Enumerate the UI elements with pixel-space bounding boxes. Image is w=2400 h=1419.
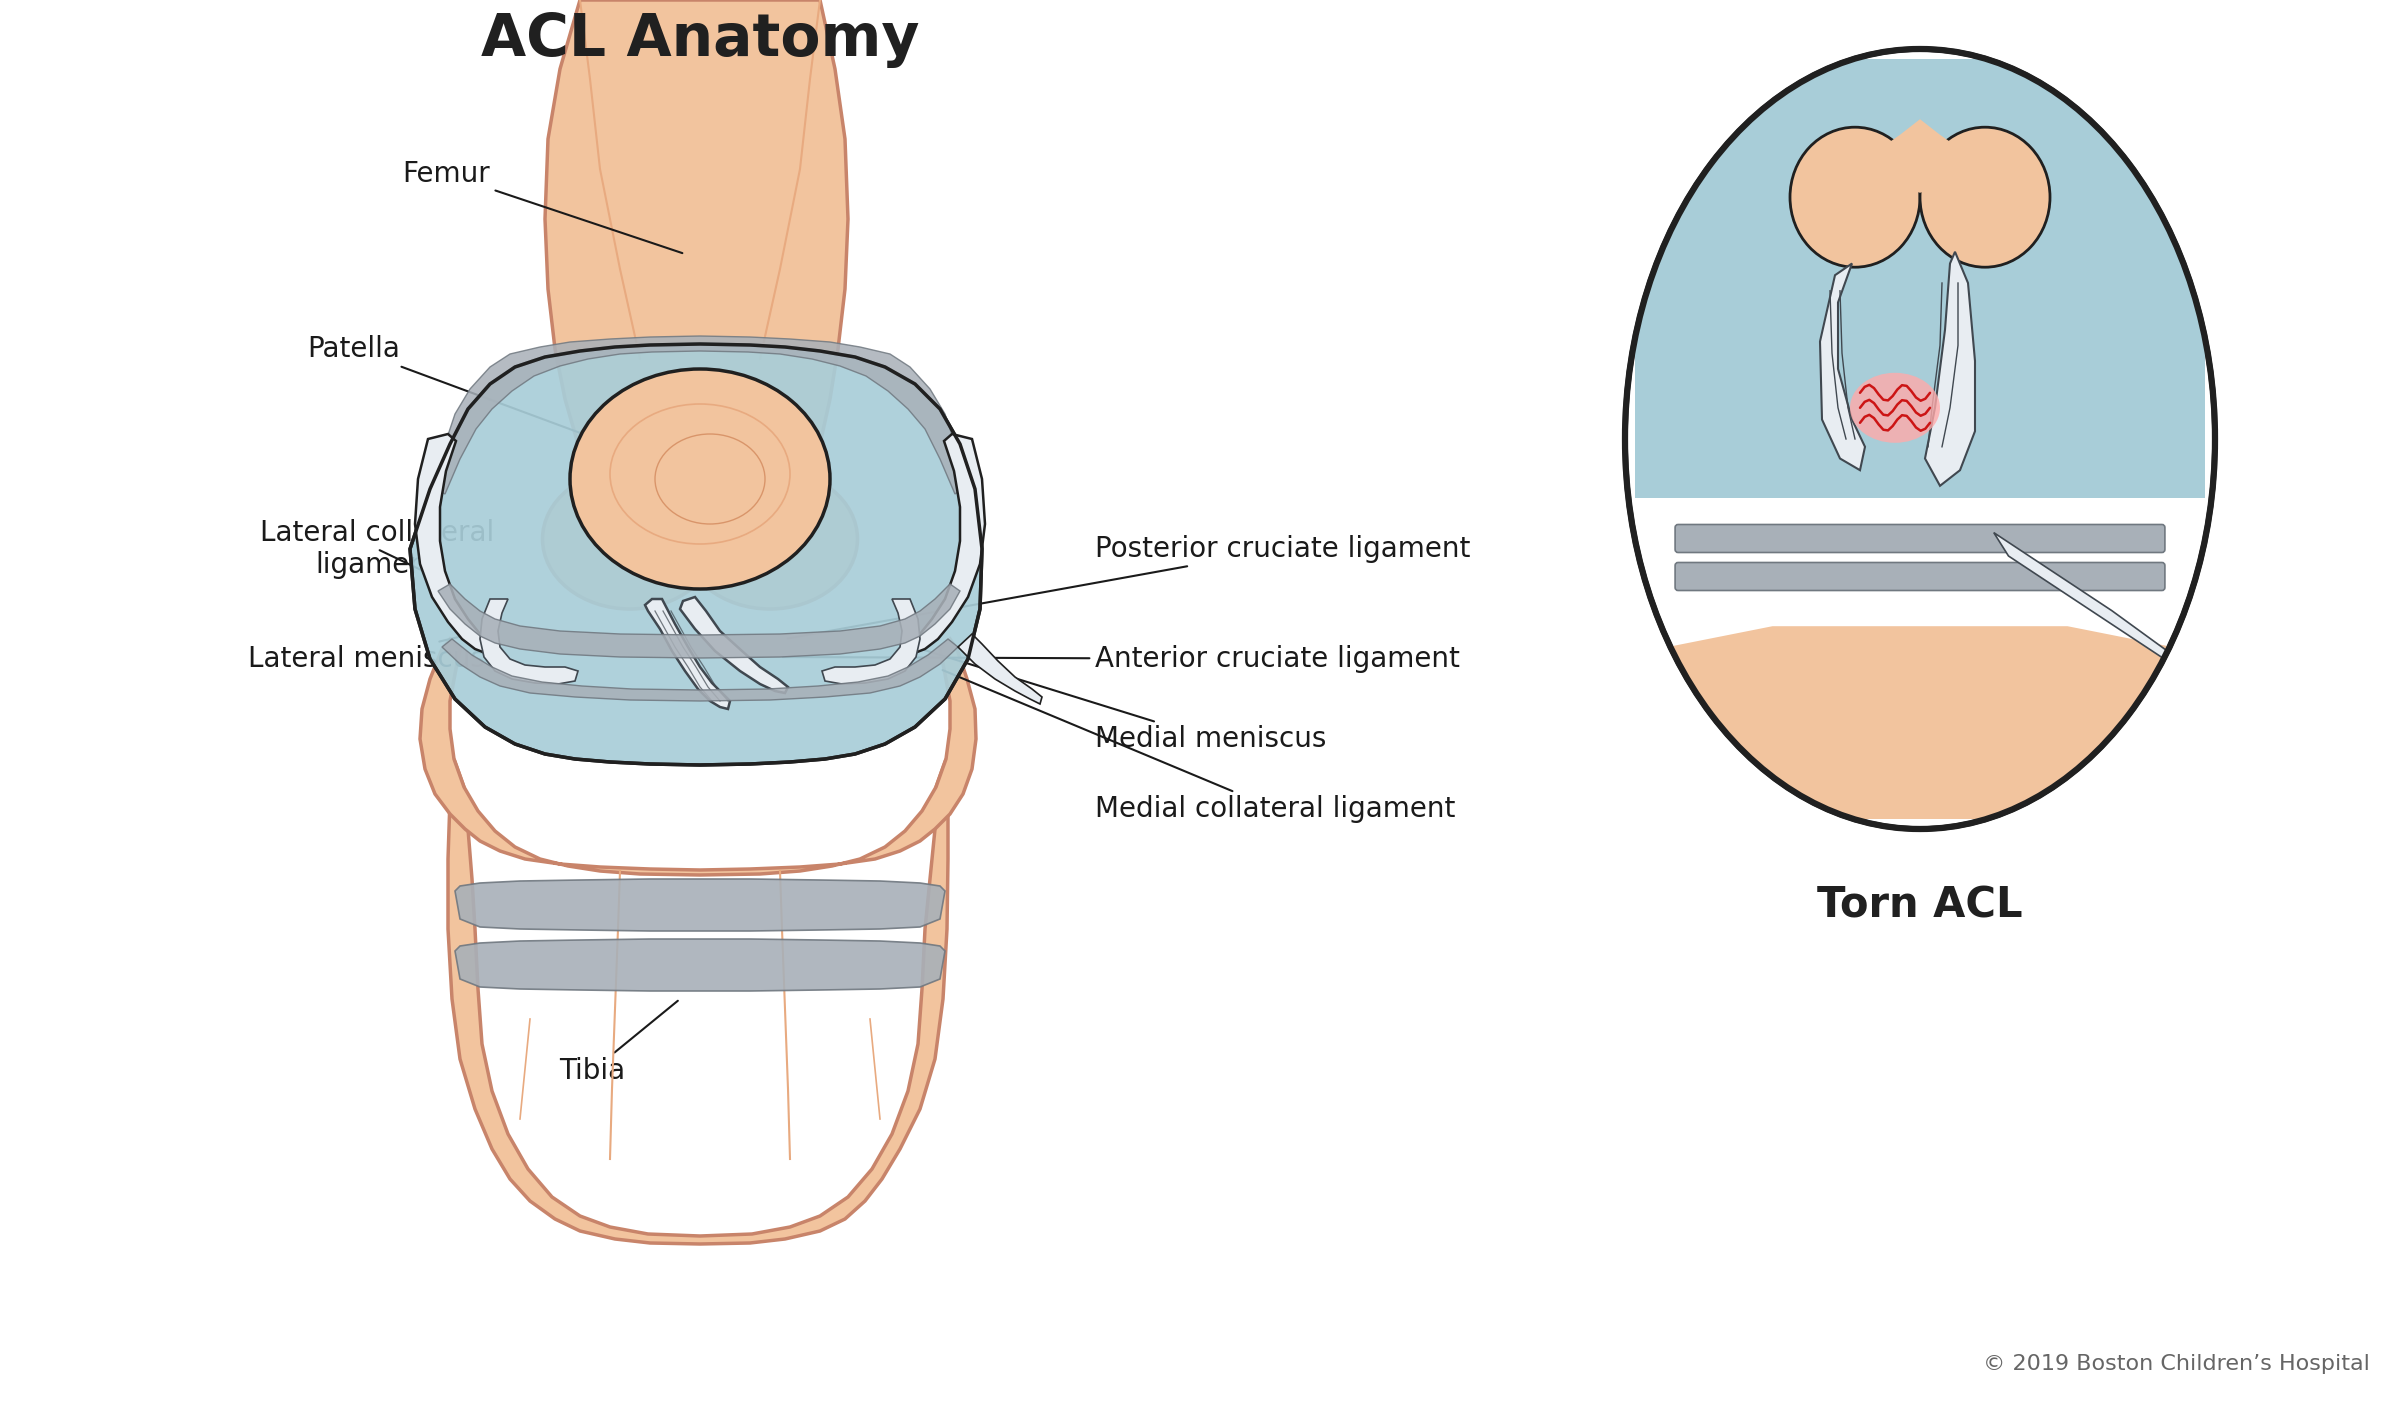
Text: © 2019 Boston Children’s Hospital: © 2019 Boston Children’s Hospital [1982, 1354, 2371, 1374]
Ellipse shape [1850, 373, 1939, 443]
Polygon shape [1634, 626, 2206, 819]
Polygon shape [415, 434, 490, 654]
Text: Patella: Patella [307, 335, 607, 443]
Text: Medial collateral ligament: Medial collateral ligament [943, 670, 1454, 823]
Polygon shape [449, 759, 948, 1244]
Polygon shape [821, 599, 919, 684]
FancyBboxPatch shape [1675, 562, 2165, 590]
Polygon shape [670, 521, 730, 561]
Polygon shape [410, 343, 982, 765]
Text: Femur: Femur [403, 160, 682, 253]
Text: Posterior cruciate ligament: Posterior cruciate ligament [787, 535, 1471, 639]
Text: ACL Anatomy: ACL Anatomy [480, 10, 919, 68]
Polygon shape [442, 639, 958, 701]
Polygon shape [545, 0, 847, 532]
Polygon shape [646, 599, 730, 710]
Polygon shape [679, 597, 787, 692]
Ellipse shape [571, 369, 830, 589]
Polygon shape [432, 336, 965, 494]
Ellipse shape [1790, 128, 1920, 267]
Polygon shape [1994, 532, 2186, 673]
Polygon shape [480, 599, 578, 684]
Polygon shape [1634, 60, 2206, 498]
Text: Lateral meniscus: Lateral meniscus [247, 630, 490, 673]
Text: Medial meniscus: Medial meniscus [907, 644, 1327, 753]
Ellipse shape [1920, 128, 2050, 267]
Ellipse shape [1625, 50, 2215, 829]
Polygon shape [1634, 204, 2206, 498]
Text: Tibia: Tibia [559, 1000, 677, 1086]
Text: Lateral collateral
ligament: Lateral collateral ligament [259, 519, 494, 579]
Ellipse shape [542, 470, 718, 609]
Polygon shape [1874, 119, 1966, 193]
Polygon shape [1925, 251, 1975, 485]
Polygon shape [439, 585, 960, 658]
Polygon shape [420, 639, 977, 876]
Polygon shape [456, 939, 946, 990]
FancyBboxPatch shape [1675, 525, 2165, 552]
Text: Torn ACL: Torn ACL [1817, 884, 2023, 927]
Ellipse shape [682, 470, 857, 609]
Polygon shape [910, 434, 984, 654]
Polygon shape [958, 634, 1042, 704]
Text: Anterior cruciate ligament: Anterior cruciate ligament [782, 646, 1459, 673]
Polygon shape [1819, 264, 1865, 470]
Polygon shape [456, 878, 946, 931]
